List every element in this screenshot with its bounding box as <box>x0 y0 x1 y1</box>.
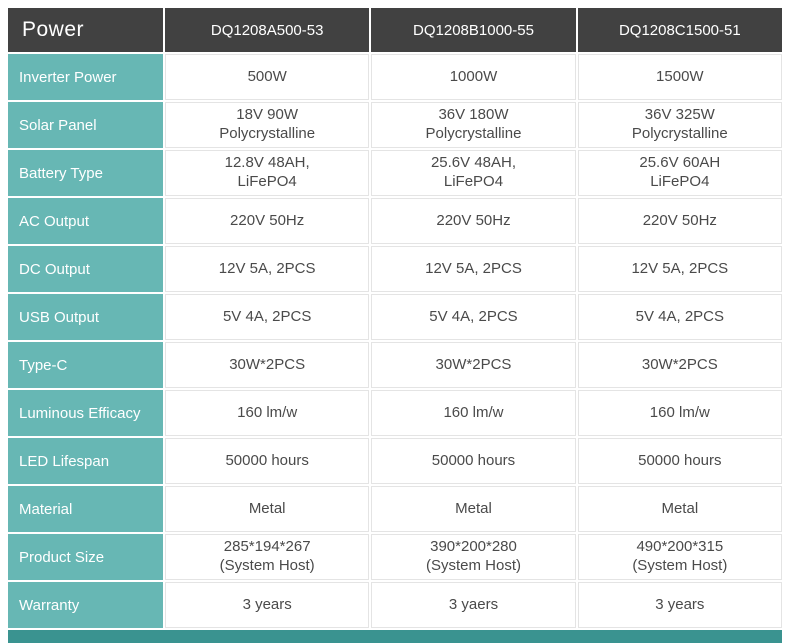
spec-value-cell: 12V 5A, 2PCS <box>371 246 576 292</box>
spec-value-cell: 3 years <box>165 582 370 628</box>
spec-value-cell: 160 lm/w <box>165 390 370 436</box>
spec-value-cell: 25.6V 60AH LiFePO4 <box>577 150 782 196</box>
spec-row-label: DC Output <box>8 246 163 292</box>
spec-value-cell: Metal <box>577 486 782 532</box>
spec-value-cell: 220V 50Hz <box>371 198 576 244</box>
spec-value-cell: 5V 4A, 2PCS <box>577 294 782 340</box>
spec-value-cell: Metal <box>371 486 576 532</box>
spec-value-cell: 12.8V 48AH, LiFePO4 <box>165 150 370 196</box>
spec-value-cell: 12V 5A, 2PCS <box>577 246 782 292</box>
spec-row-label: LED Lifespan <box>8 438 163 484</box>
spec-value-cell: 36V 325W Polycrystalline <box>577 102 782 148</box>
spec-value-cell: 1000W <box>371 54 576 100</box>
spec-value-cell: 5V 4A, 2PCS <box>371 294 576 340</box>
spec-value-cell: 490*200*315 (System Host) <box>577 534 782 580</box>
footer-bar <box>8 630 782 643</box>
spec-value-cell: 50000 hours <box>371 438 576 484</box>
spec-value-cell: 30W*2PCS <box>371 342 576 388</box>
spec-value-cell: 3 years <box>577 582 782 628</box>
spec-value-cell: 285*194*267 (System Host) <box>165 534 370 580</box>
spec-value-cell: 160 lm/w <box>577 390 782 436</box>
spec-value-cell: 500W <box>165 54 370 100</box>
spec-row-label: Warranty <box>8 582 163 628</box>
model-column-header: DQ1208C1500-51 <box>577 8 782 52</box>
spec-row-label: USB Output <box>8 294 163 340</box>
spec-value-cell: Metal <box>165 486 370 532</box>
spec-row-label: Battery Type <box>8 150 163 196</box>
spec-value-cell: 220V 50Hz <box>165 198 370 244</box>
spec-value-cell: 220V 50Hz <box>577 198 782 244</box>
table-title: Power <box>8 8 163 52</box>
spec-row-label: Material <box>8 486 163 532</box>
spec-value-cell: 5V 4A, 2PCS <box>165 294 370 340</box>
model-column-header: DQ1208A500-53 <box>165 8 370 52</box>
spec-row-label: Solar Panel <box>8 102 163 148</box>
spec-row-label: Inverter Power <box>8 54 163 100</box>
spec-value-cell: 50000 hours <box>577 438 782 484</box>
spec-value-cell: 30W*2PCS <box>165 342 370 388</box>
spec-row-label: Product Size <box>8 534 163 580</box>
spec-value-cell: 36V 180W Polycrystalline <box>371 102 576 148</box>
spec-row-label: Luminous Efficacy <box>8 390 163 436</box>
spec-value-cell: 390*200*280 (System Host) <box>371 534 576 580</box>
spec-table: Power DQ1208A500-53 DQ1208B1000-55 DQ120… <box>8 8 782 628</box>
spec-value-cell: 12V 5A, 2PCS <box>165 246 370 292</box>
spec-value-cell: 18V 90W Polycrystalline <box>165 102 370 148</box>
spec-value-cell: 160 lm/w <box>371 390 576 436</box>
spec-row-label: AC Output <box>8 198 163 244</box>
spec-value-cell: 25.6V 48AH, LiFePO4 <box>371 150 576 196</box>
spec-row-label: Type-C <box>8 342 163 388</box>
spec-value-cell: 3 yaers <box>371 582 576 628</box>
spec-value-cell: 50000 hours <box>165 438 370 484</box>
spec-value-cell: 1500W <box>577 54 782 100</box>
spec-value-cell: 30W*2PCS <box>577 342 782 388</box>
model-column-header: DQ1208B1000-55 <box>371 8 576 52</box>
